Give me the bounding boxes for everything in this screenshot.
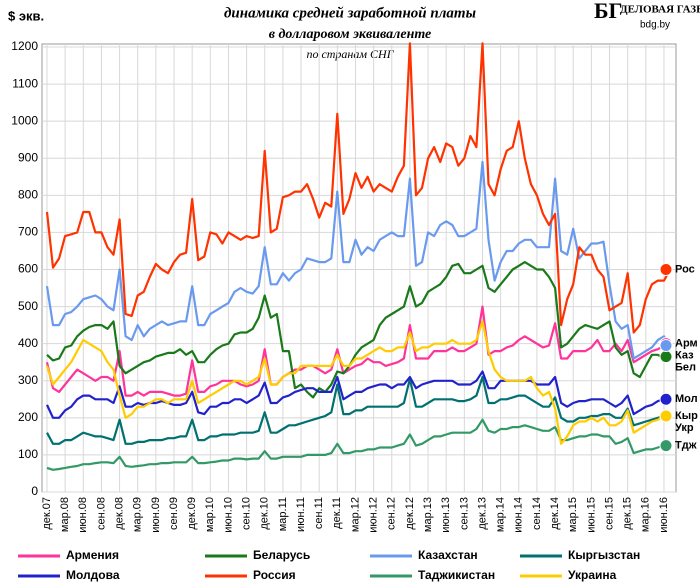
end-label: Мол [675, 393, 698, 405]
x-tick-label: июн.09 [150, 497, 162, 533]
x-tick-label: дек.13 [476, 497, 488, 530]
y-tick-label: 0 [31, 484, 38, 498]
x-tick-label: сен.09 [168, 497, 180, 530]
x-tick-label: сен.15 [603, 497, 615, 530]
end-label: Бел [675, 362, 696, 374]
x-tick-label: сен.12 [386, 497, 398, 530]
y-tick-label: 400 [18, 336, 38, 350]
x-tick-label: мар.13 [422, 497, 434, 532]
x-tick-label: дек.08 [113, 497, 125, 530]
legend-label: Молдова [66, 568, 120, 582]
x-tick-label: июн.12 [368, 497, 380, 533]
series-line [45, 160, 671, 360]
x-tick-label: сен.10 [241, 497, 253, 530]
x-tick-label: дек.07 [41, 497, 53, 530]
legend-label: Кыргызстан [568, 548, 640, 562]
x-tick-label: мар.12 [349, 497, 361, 532]
x-tick-label: сен.14 [531, 497, 543, 530]
x-tick-label: мар.10 [204, 497, 216, 532]
x-tick-label: мар.11 [277, 497, 289, 531]
x-tick-label: июн.14 [513, 497, 525, 533]
y-tick-label: 800 [18, 188, 38, 202]
end-label: Рос [675, 263, 695, 275]
end-dot [659, 409, 673, 423]
chart-note: по странам СНГ [306, 47, 394, 61]
series-line [46, 375, 670, 445]
x-tick-label: дек.15 [622, 497, 634, 530]
x-tick-label: сен.11 [313, 497, 325, 529]
legend-label: Казахстан [418, 548, 478, 562]
legend-label: Украина [568, 568, 617, 582]
x-tick-label: мар.14 [495, 497, 507, 532]
legend-label: Беларусь [253, 548, 310, 562]
series-line [45, 305, 671, 397]
brand-site: bdg.by [640, 20, 670, 31]
legend-label: Таджикистан [418, 568, 495, 582]
x-tick-label: июн.08 [77, 497, 89, 533]
y-tick-label: 900 [18, 150, 38, 164]
x-tick-label: сен.13 [458, 497, 470, 530]
end-label: Каз [675, 350, 694, 362]
end-label: Кыр [675, 410, 698, 422]
y-axis-label: $ экв. [8, 8, 44, 23]
y-tick-label: 700 [18, 225, 38, 239]
brand-name: ДЕЛОВАЯ ГАЗЕТА [620, 4, 700, 16]
x-tick-label: мар.08 [59, 497, 71, 532]
y-tick-label: 200 [18, 410, 38, 424]
end-dot [659, 263, 673, 276]
x-tick-label: мар.16 [640, 497, 652, 532]
series-line [46, 261, 671, 399]
series-line [45, 42, 671, 334]
brand-logo: БГ [594, 0, 623, 23]
chart-title: динамика средней заработной платы [224, 5, 476, 21]
y-tick-label: 1100 [12, 76, 38, 90]
end-dot [659, 350, 673, 364]
y-tick-label: 100 [18, 447, 38, 461]
x-tick-label: сен.08 [95, 497, 107, 530]
end-label: Укр [675, 422, 694, 434]
x-tick-label: дек.12 [404, 497, 416, 530]
chart-subtitle: в долларовом эквиваленте [269, 27, 432, 42]
x-tick-label: июн.11 [295, 497, 307, 532]
plot-frame [41, 43, 677, 493]
legend-label: Армения [66, 548, 119, 562]
end-dot [659, 439, 673, 453]
x-tick-label: мар.09 [132, 497, 144, 532]
x-tick-label: июн.13 [440, 497, 452, 533]
end-dot [659, 392, 673, 406]
x-tick-label: мар.15 [567, 497, 579, 532]
x-tick-label: июн.15 [585, 497, 597, 533]
end-label: Тдж [675, 440, 697, 452]
legend-label: Россия [253, 568, 296, 582]
y-tick-label: 300 [18, 373, 38, 387]
y-tick-label: 1000 [11, 113, 38, 127]
y-tick-label: 600 [18, 262, 38, 276]
x-tick-label: дек.09 [186, 497, 198, 530]
series-line [46, 418, 670, 471]
x-tick-label: июн.10 [222, 497, 234, 533]
x-tick-label: дек.11 [331, 497, 343, 529]
x-tick-label: дек.10 [259, 497, 271, 530]
x-tick-label: дек.14 [549, 497, 561, 530]
end-label: Арм [675, 338, 698, 350]
y-tick-label: 500 [18, 299, 38, 313]
y-tick-label: 1200 [11, 39, 38, 53]
series-line [45, 320, 670, 445]
x-tick-label: июн.16 [658, 497, 670, 533]
end-dot [659, 339, 673, 353]
